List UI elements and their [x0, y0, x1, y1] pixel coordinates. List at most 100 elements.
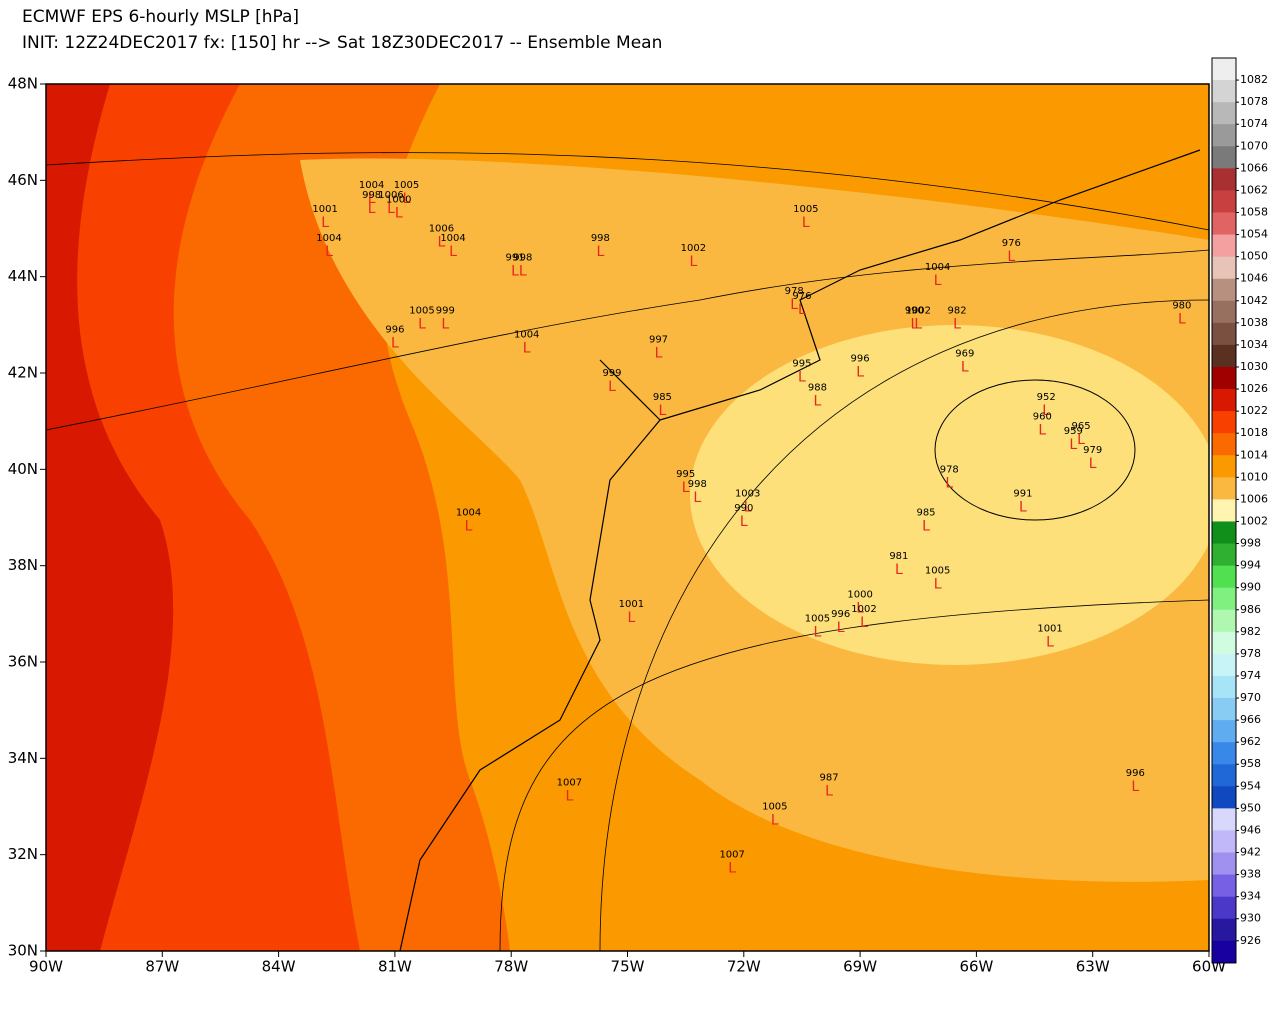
- low-pressure-value: 978: [785, 286, 804, 297]
- title: ECMWF EPS 6-hourly MSLP [hPa]: [22, 7, 299, 27]
- x-tick-label: 81W: [378, 958, 412, 976]
- low-pressure-value: 996: [385, 325, 404, 336]
- low-pressure-value: 991: [1013, 488, 1032, 499]
- low-pressure-value: 976: [792, 291, 811, 302]
- low-pressure-value: 996: [851, 354, 870, 365]
- colorbar-label: 974: [1240, 669, 1261, 682]
- low-marker: L: [693, 490, 701, 506]
- colorbar-label: 1034: [1240, 338, 1268, 351]
- y-tick-label: 36N: [8, 653, 38, 671]
- colorbar-label: 978: [1240, 647, 1261, 660]
- x-tick-label: 78W: [494, 958, 528, 976]
- colorbar-box: [1212, 411, 1236, 434]
- colorbar-box: [1212, 521, 1236, 545]
- low-pressure-value: 982: [947, 305, 966, 316]
- low-pressure-value: 999: [436, 305, 455, 316]
- low-pressure-value: 1004: [316, 233, 341, 244]
- colorbar-box: [1212, 212, 1236, 236]
- low-pressure-value: 1001: [619, 599, 644, 610]
- colorbar-box: [1212, 852, 1236, 876]
- low-pressure-value: 995: [676, 469, 695, 480]
- low-pressure-value: 959: [1064, 426, 1083, 437]
- low-marker: L: [387, 201, 395, 217]
- y-tick-label: 42N: [8, 364, 38, 382]
- colorbar-box: [1212, 587, 1236, 611]
- low-pressure-value: 985: [916, 508, 935, 519]
- colorbar-label: 1042: [1240, 294, 1268, 307]
- colorbar-label: 1070: [1240, 139, 1268, 152]
- low-marker: L: [519, 263, 527, 279]
- colorbar-label: 954: [1240, 779, 1261, 792]
- colorbar-label: 962: [1240, 735, 1261, 748]
- low-pressure-value: 979: [1083, 445, 1102, 456]
- field-band: [46, 84, 174, 951]
- low-marker: L: [418, 316, 426, 332]
- colorbar-label: 1050: [1240, 250, 1268, 263]
- colorbar-label: 966: [1240, 713, 1261, 726]
- low-pressure-value: 998: [591, 233, 610, 244]
- low-marker: L: [403, 191, 411, 207]
- colorbar-label: 950: [1240, 801, 1261, 814]
- low-marker: L: [825, 784, 833, 800]
- low-marker: L: [689, 254, 697, 270]
- low-pressure-value: 1002: [906, 305, 931, 316]
- low-pressure-value: 990: [734, 503, 753, 514]
- low-pressure-value: 988: [808, 382, 827, 393]
- colorbar-box: [1212, 742, 1236, 765]
- colorbar-label: 1066: [1240, 161, 1268, 174]
- contour: [934, 379, 1136, 521]
- colorbar-box: [1212, 80, 1236, 103]
- colorbar-label: 946: [1240, 823, 1261, 836]
- low-marker: L: [658, 403, 666, 419]
- low-marker: L: [325, 244, 333, 260]
- low-marker: L: [945, 475, 953, 491]
- colorbar-box: [1212, 940, 1236, 964]
- colorbar-box: [1212, 234, 1236, 258]
- low-pressure-value: 999: [602, 368, 621, 379]
- low-marker: L: [744, 499, 752, 515]
- low-pressure-value: 976: [1002, 238, 1021, 249]
- colorbar-box: [1212, 830, 1236, 854]
- colorbar-box: [1212, 918, 1236, 942]
- colorbar-box: [1212, 300, 1236, 324]
- low-pressure-value: 1001: [1037, 623, 1062, 634]
- low-marker: L: [914, 316, 922, 332]
- low-pressure-value: 1006: [378, 190, 403, 201]
- low-pressure-value: 1005: [793, 204, 818, 215]
- colorbar-label: 1054: [1240, 228, 1268, 241]
- low-marker: L: [511, 263, 519, 279]
- low-pressure-value: 1000: [386, 195, 411, 206]
- low-pressure-value: 998: [513, 252, 532, 263]
- low-pressure-value: 1004: [456, 508, 481, 519]
- low-marker: L: [860, 615, 868, 631]
- colorbar-box: [1212, 698, 1236, 721]
- colorbar-label: 934: [1240, 890, 1261, 903]
- low-marker: L: [814, 393, 822, 409]
- colorbar-label: 1002: [1240, 514, 1268, 527]
- colorbar-label: 1058: [1240, 205, 1268, 218]
- y-tick-label: 34N: [8, 749, 38, 767]
- colorbar-box: [1212, 256, 1236, 280]
- low-marker: L: [895, 562, 903, 578]
- colorbar-box: [1212, 675, 1236, 699]
- low-marker: L: [627, 610, 635, 626]
- colorbar-label: 990: [1240, 581, 1261, 594]
- low-pressure-value: 1005: [409, 305, 434, 316]
- colorbar-box: [1212, 720, 1236, 743]
- low-pressure-value: 1005: [805, 614, 830, 625]
- low-pressure-value: 1004: [440, 233, 465, 244]
- low-pressure-value: 1006: [429, 224, 454, 235]
- low-pressure-value: 1005: [394, 180, 419, 191]
- field-band: [690, 325, 1209, 665]
- x-tick-label: 66W: [959, 958, 993, 976]
- low-marker: L: [837, 620, 845, 636]
- low-pressure-value: 1005: [762, 802, 787, 813]
- low-pressure-value: 978: [940, 464, 959, 475]
- colorbar-label: 1078: [1240, 95, 1268, 108]
- colorbar-box: [1212, 786, 1236, 809]
- low-marker: L: [953, 316, 961, 332]
- low-marker: L: [802, 215, 810, 231]
- low-marker: L: [961, 360, 969, 376]
- low-marker: L: [1077, 432, 1085, 448]
- low-marker: L: [368, 191, 376, 207]
